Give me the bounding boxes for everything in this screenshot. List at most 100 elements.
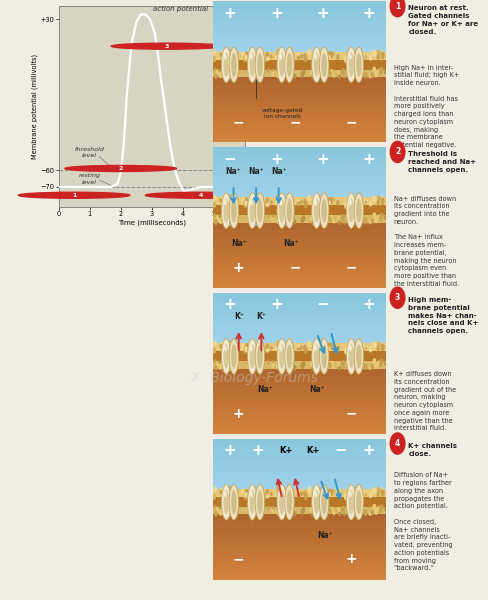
Circle shape xyxy=(226,505,228,509)
Circle shape xyxy=(352,343,355,348)
Circle shape xyxy=(315,492,316,495)
Text: −: − xyxy=(334,443,347,458)
Text: −: − xyxy=(289,261,301,275)
Ellipse shape xyxy=(249,199,255,223)
Circle shape xyxy=(315,346,316,349)
FancyBboxPatch shape xyxy=(212,539,386,544)
Circle shape xyxy=(277,216,278,219)
Ellipse shape xyxy=(250,54,252,60)
Circle shape xyxy=(285,202,287,206)
Circle shape xyxy=(265,344,268,350)
Ellipse shape xyxy=(284,193,294,229)
Ellipse shape xyxy=(250,200,252,206)
FancyBboxPatch shape xyxy=(319,487,321,517)
Circle shape xyxy=(316,196,318,200)
Ellipse shape xyxy=(279,54,282,60)
Ellipse shape xyxy=(255,339,264,374)
Circle shape xyxy=(354,509,357,515)
Circle shape xyxy=(320,56,321,59)
Ellipse shape xyxy=(277,485,286,520)
Circle shape xyxy=(214,214,216,218)
Circle shape xyxy=(272,506,273,509)
FancyBboxPatch shape xyxy=(212,508,386,513)
FancyBboxPatch shape xyxy=(212,119,386,124)
Circle shape xyxy=(286,506,289,511)
Circle shape xyxy=(259,488,260,492)
Circle shape xyxy=(254,70,257,76)
Ellipse shape xyxy=(255,193,264,229)
Circle shape xyxy=(351,50,354,56)
Circle shape xyxy=(236,347,237,351)
Circle shape xyxy=(285,55,286,58)
Circle shape xyxy=(276,72,278,77)
Circle shape xyxy=(227,49,230,55)
Ellipse shape xyxy=(313,53,319,77)
Circle shape xyxy=(212,201,213,205)
Circle shape xyxy=(265,346,267,351)
FancyBboxPatch shape xyxy=(212,186,386,189)
FancyBboxPatch shape xyxy=(212,345,386,350)
Circle shape xyxy=(227,344,229,348)
FancyBboxPatch shape xyxy=(212,321,386,324)
Circle shape xyxy=(329,217,330,221)
Circle shape xyxy=(221,196,224,203)
Ellipse shape xyxy=(311,339,321,374)
Circle shape xyxy=(19,192,130,198)
Circle shape xyxy=(307,341,310,346)
Ellipse shape xyxy=(231,199,236,223)
Circle shape xyxy=(300,492,302,496)
FancyBboxPatch shape xyxy=(353,487,355,517)
FancyBboxPatch shape xyxy=(212,59,386,70)
Circle shape xyxy=(304,347,306,353)
FancyBboxPatch shape xyxy=(212,491,386,496)
Circle shape xyxy=(276,341,278,346)
Circle shape xyxy=(333,512,334,515)
Ellipse shape xyxy=(314,346,316,352)
Text: 1: 1 xyxy=(72,193,76,198)
Circle shape xyxy=(245,349,247,353)
FancyBboxPatch shape xyxy=(212,149,386,152)
Text: −: − xyxy=(289,115,301,129)
Text: resting
level: resting level xyxy=(79,173,101,185)
Circle shape xyxy=(373,197,375,202)
Ellipse shape xyxy=(247,339,257,374)
Circle shape xyxy=(226,68,228,71)
Circle shape xyxy=(319,71,320,73)
Circle shape xyxy=(214,360,216,364)
FancyBboxPatch shape xyxy=(212,191,386,194)
Circle shape xyxy=(243,494,244,497)
Circle shape xyxy=(228,197,230,203)
Circle shape xyxy=(214,220,216,224)
Circle shape xyxy=(277,508,278,511)
FancyBboxPatch shape xyxy=(212,188,386,191)
FancyBboxPatch shape xyxy=(212,19,386,22)
FancyBboxPatch shape xyxy=(212,553,386,557)
Circle shape xyxy=(225,57,227,62)
Circle shape xyxy=(235,197,237,202)
FancyBboxPatch shape xyxy=(212,62,386,67)
Circle shape xyxy=(225,56,226,59)
FancyBboxPatch shape xyxy=(212,6,386,9)
Circle shape xyxy=(303,199,305,204)
Circle shape xyxy=(294,74,295,78)
Circle shape xyxy=(376,55,378,59)
Circle shape xyxy=(235,52,237,56)
Circle shape xyxy=(384,362,386,365)
Ellipse shape xyxy=(321,490,326,514)
Circle shape xyxy=(369,201,371,206)
Circle shape xyxy=(361,198,364,203)
Circle shape xyxy=(271,217,273,221)
Ellipse shape xyxy=(257,53,262,77)
Circle shape xyxy=(342,69,344,74)
Circle shape xyxy=(275,347,277,351)
Circle shape xyxy=(258,202,260,205)
Circle shape xyxy=(287,70,288,73)
Circle shape xyxy=(258,56,260,59)
Y-axis label: Membrane potential (millivolts): Membrane potential (millivolts) xyxy=(31,54,38,159)
FancyBboxPatch shape xyxy=(212,175,386,178)
Circle shape xyxy=(216,70,218,76)
FancyBboxPatch shape xyxy=(212,215,386,223)
Circle shape xyxy=(377,70,379,74)
Circle shape xyxy=(229,68,231,73)
FancyBboxPatch shape xyxy=(212,154,386,157)
